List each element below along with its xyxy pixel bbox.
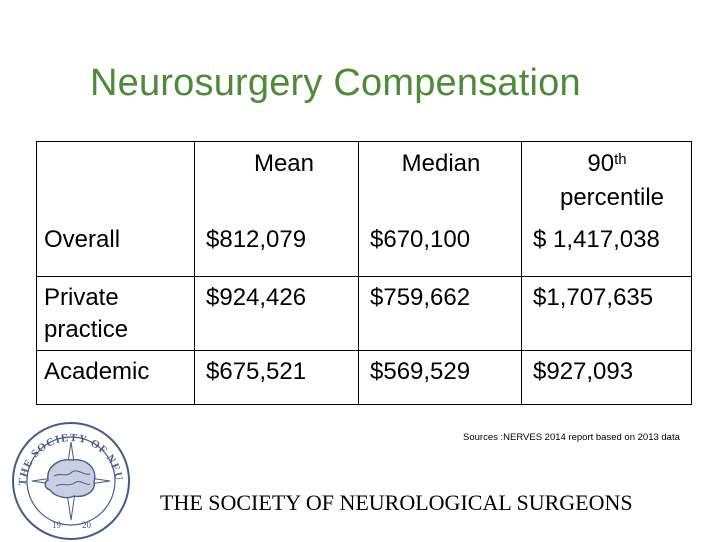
row-label-practice: practice bbox=[44, 316, 129, 343]
compensation-table: Mean Median 90th percentile Overall $812… bbox=[36, 141, 692, 405]
table-divider bbox=[37, 276, 691, 277]
row-label-academic: Academic bbox=[44, 358, 150, 385]
slide-title: Neurosurgery Compensation bbox=[90, 62, 581, 104]
cell-overall-median: $670,100 bbox=[370, 226, 471, 253]
society-seal-icon: THE SOCIETY OF NEUROLOGICAL 19 20 bbox=[10, 420, 130, 540]
sources-note: Sources :NERVES 2014 report based on 201… bbox=[463, 432, 680, 443]
cell-private-mean: $924,426 bbox=[206, 284, 307, 311]
svg-text:19: 19 bbox=[52, 520, 62, 530]
cell-private-p90: $1,707,635 bbox=[533, 284, 654, 311]
cell-academic-median: $569,529 bbox=[370, 358, 471, 385]
header-percentile-word: percentile bbox=[559, 184, 665, 211]
header-mean: Mean bbox=[253, 150, 315, 177]
row-label-overall: Overall bbox=[44, 226, 121, 253]
society-name: THE SOCIETY OF NEUROLOGICAL SURGEONS bbox=[160, 490, 633, 515]
table-divider bbox=[358, 142, 359, 404]
cell-overall-p90: $ 1,417,038 bbox=[533, 226, 660, 253]
header-median: Median bbox=[401, 150, 481, 177]
row-label-private: Private bbox=[44, 284, 119, 311]
header-90th-percentile: 90th bbox=[587, 150, 627, 177]
cell-private-median: $759,662 bbox=[370, 284, 471, 311]
table-divider bbox=[37, 350, 691, 351]
table-divider bbox=[521, 142, 522, 404]
svg-text:20: 20 bbox=[82, 520, 92, 530]
cell-overall-mean: $812,079 bbox=[206, 226, 307, 253]
table-divider bbox=[194, 142, 195, 404]
cell-academic-mean: $675,521 bbox=[206, 358, 307, 385]
cell-academic-p90: $927,093 bbox=[533, 358, 634, 385]
